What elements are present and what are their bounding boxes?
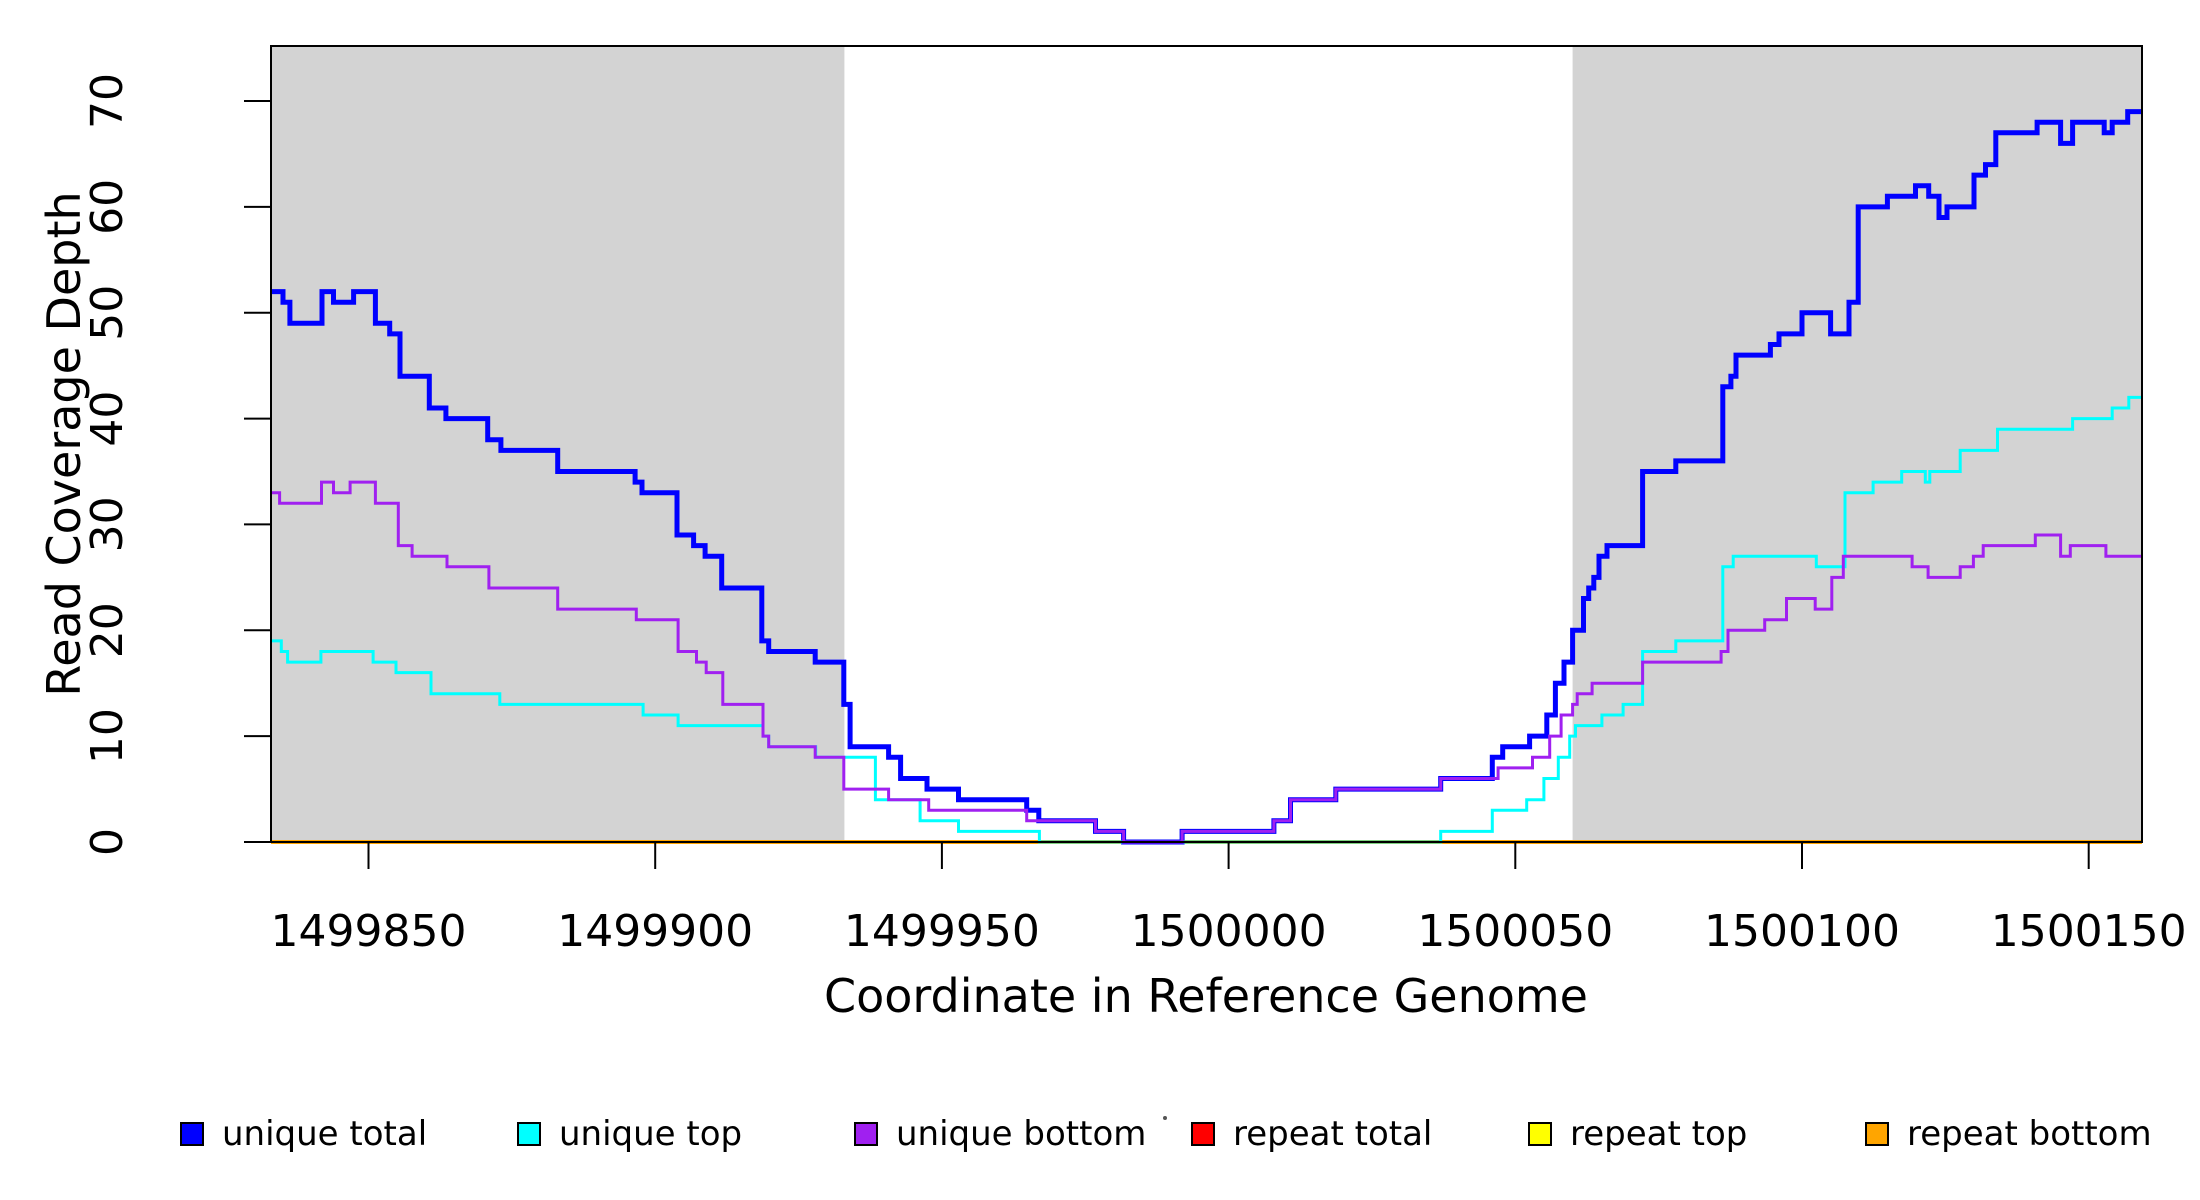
y-tick-label: 40: [82, 391, 133, 447]
repeat-total-swatch-icon: [1191, 1122, 1215, 1146]
x-tick-label: 1500100: [1704, 906, 1900, 957]
plot-border: [270, 45, 2143, 843]
x-tick-label: 1499900: [557, 906, 753, 957]
legend-label: repeat total: [1233, 1114, 1433, 1154]
legend-label: unique bottom: [896, 1114, 1147, 1154]
legend-item-repeat-top: repeat top: [1528, 1106, 1747, 1162]
series-unique-top: [271, 395, 2142, 844]
shaded-region-bands: [271, 46, 2142, 842]
unique-top-swatch-icon: [517, 1122, 541, 1146]
y-tick-label: 10: [82, 708, 133, 764]
unique-total-swatch-icon: [180, 1122, 204, 1146]
stray-dot: [1163, 1116, 1167, 1120]
y-tick-label: 60: [82, 179, 133, 235]
legend: unique total unique top unique bottom re…: [0, 1106, 2200, 1162]
y-tick-label: 50: [82, 285, 133, 341]
shaded-band: [1572, 46, 2142, 842]
y-tick-label: 70: [82, 73, 133, 129]
series-unique-bottom: [271, 480, 2142, 844]
legend-label: repeat top: [1570, 1114, 1748, 1154]
legend-item-repeat-total: repeat total: [1191, 1106, 1432, 1162]
repeat-top-swatch-icon: [1528, 1122, 1552, 1146]
legend-item-unique-total: unique total: [180, 1106, 427, 1162]
x-tick-label: 1499850: [271, 906, 467, 957]
y-tick-label: 0: [82, 828, 133, 856]
axes: 1499850 1499900 1499950 1500000 1500050 15001…: [82, 45, 2187, 957]
unique-bottom-swatch-icon: [854, 1122, 878, 1146]
x-tick-label: 1500000: [1131, 906, 1327, 957]
shaded-band: [271, 46, 845, 842]
y-tick-label: 30: [82, 496, 133, 552]
legend-item-unique-bottom: unique bottom: [854, 1106, 1146, 1162]
x-tick-label: 1500050: [1417, 906, 1613, 957]
legend-label: unique total: [222, 1114, 428, 1154]
legend-label: unique top: [559, 1114, 743, 1154]
x-axis-title: Coordinate in Reference Genome: [824, 969, 1588, 1023]
repeat-bottom-swatch-icon: [1865, 1122, 1889, 1146]
legend-label: repeat bottom: [1907, 1114, 2152, 1154]
y-axis-title: Read Coverage Depth: [37, 191, 91, 696]
y-tick-label: 20: [82, 602, 133, 658]
legend-item-unique-top: unique top: [517, 1106, 742, 1162]
x-tick-label: 1499950: [844, 906, 1040, 957]
x-tick-label: 1500150: [1991, 906, 2187, 957]
legend-item-repeat-bottom: repeat bottom: [1865, 1106, 2152, 1162]
